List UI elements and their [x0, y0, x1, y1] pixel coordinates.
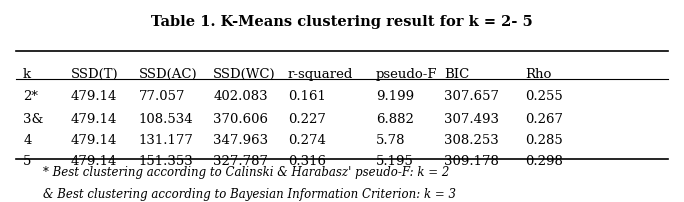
Text: 5.78: 5.78	[376, 133, 406, 146]
Text: k: k	[23, 67, 31, 80]
Text: 479.14: 479.14	[70, 90, 117, 103]
Text: 0.227: 0.227	[288, 113, 326, 125]
Text: 0.298: 0.298	[525, 154, 563, 167]
Text: 370.606: 370.606	[213, 113, 268, 125]
Text: 0.255: 0.255	[525, 90, 563, 103]
Text: 77.057: 77.057	[138, 90, 185, 103]
Text: SSD(WC): SSD(WC)	[213, 67, 276, 80]
Text: 0.285: 0.285	[525, 133, 563, 146]
Text: 5: 5	[23, 154, 31, 167]
Text: Table 1. K-Means clustering result for k = 2- 5: Table 1. K-Means clustering result for k…	[151, 15, 533, 29]
Text: 479.14: 479.14	[70, 133, 117, 146]
Text: 4: 4	[23, 133, 31, 146]
Text: r-squared: r-squared	[288, 67, 353, 80]
Text: 327.787: 327.787	[213, 154, 268, 167]
Text: 479.14: 479.14	[70, 154, 117, 167]
Text: 5.195: 5.195	[376, 154, 414, 167]
Text: & Best clustering according to Bayesian Information Criterion: k = 3: & Best clustering according to Bayesian …	[44, 187, 456, 200]
Text: 0.267: 0.267	[525, 113, 563, 125]
Text: * Best clustering according to Calinski & Harabasz' pseudo-F: k = 2: * Best clustering according to Calinski …	[44, 165, 450, 178]
Text: 0.316: 0.316	[288, 154, 326, 167]
Text: 108.534: 108.534	[138, 113, 193, 125]
Text: 307.657: 307.657	[444, 90, 499, 103]
Text: 402.083: 402.083	[213, 90, 267, 103]
Text: BIC: BIC	[444, 67, 469, 80]
Text: 479.14: 479.14	[70, 113, 117, 125]
Text: pseudo-F: pseudo-F	[376, 67, 438, 80]
Text: 6.882: 6.882	[376, 113, 414, 125]
Text: 309.178: 309.178	[444, 154, 499, 167]
Text: SSD(T): SSD(T)	[70, 67, 118, 80]
Text: SSD(AC): SSD(AC)	[138, 67, 197, 80]
Text: 307.493: 307.493	[444, 113, 499, 125]
Text: 347.963: 347.963	[213, 133, 268, 146]
Text: 131.177: 131.177	[138, 133, 194, 146]
Text: 2*: 2*	[23, 90, 38, 103]
Text: 9.199: 9.199	[376, 90, 414, 103]
Text: 0.274: 0.274	[288, 133, 326, 146]
Text: 0.161: 0.161	[288, 90, 326, 103]
Text: 308.253: 308.253	[444, 133, 499, 146]
Text: Rho: Rho	[525, 67, 551, 80]
Text: 3&: 3&	[23, 113, 44, 125]
Text: 151.353: 151.353	[138, 154, 193, 167]
